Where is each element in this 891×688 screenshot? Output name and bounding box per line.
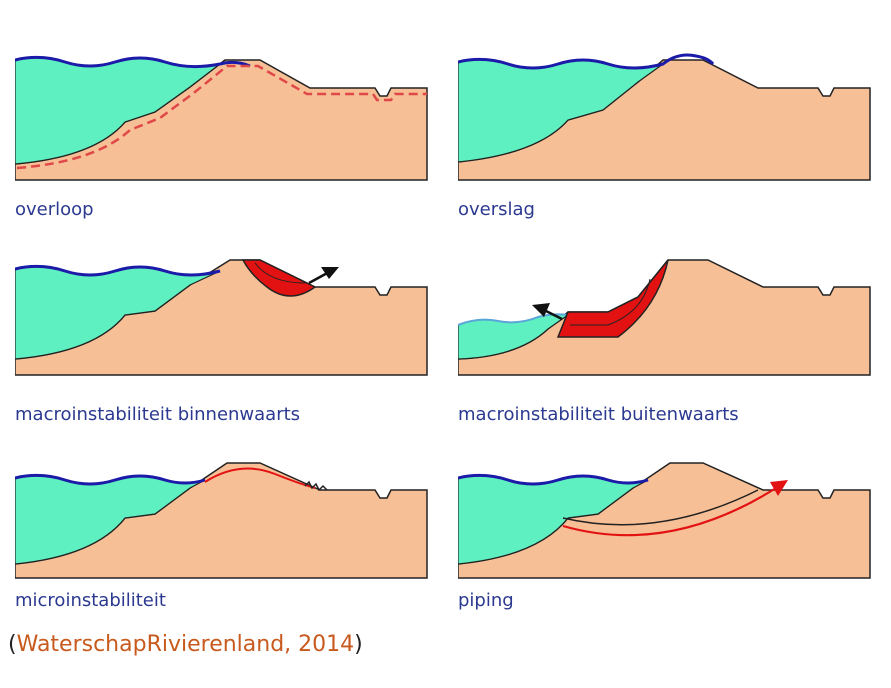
panel-macro-buiten: macroinstabiliteit buitenwaarts <box>458 257 876 447</box>
caption-macro-buiten: macroinstabiliteit buitenwaarts <box>458 404 739 425</box>
panel-overloop: overloop <box>15 52 433 242</box>
soil-body <box>458 259 871 376</box>
overslag-diagram <box>458 53 871 181</box>
wave-line <box>15 55 251 69</box>
arrowhead <box>321 267 339 279</box>
panel-piping: piping <box>458 460 876 650</box>
arrowhead <box>770 480 788 496</box>
micro-diagram <box>15 462 428 579</box>
caption-micro: microinstabiliteit <box>15 590 166 611</box>
dashed-line <box>16 64 427 170</box>
caption-macro-binnen: macroinstabiliteit binnenwaarts <box>15 404 301 425</box>
slip-inner-line <box>254 262 306 284</box>
caption-overloop: overloop <box>15 199 94 220</box>
wave-line <box>458 53 715 70</box>
macro-binnen-diagram <box>15 259 428 376</box>
erosion-marks <box>304 480 328 492</box>
overloop-diagram <box>15 55 428 181</box>
wave-line <box>15 264 221 277</box>
panel-overslag: overslag <box>458 52 876 242</box>
pipe-outline <box>562 489 759 526</box>
slip-inner-line <box>570 278 651 326</box>
citation: (WaterschapRivierenland, 2014) <box>8 632 363 657</box>
citation-close-paren: ) <box>354 632 363 657</box>
citation-open-paren: ( <box>8 632 17 657</box>
wave-line <box>458 473 649 486</box>
piping-diagram <box>458 462 871 579</box>
pipe-flow-line <box>562 487 777 537</box>
citation-link[interactable]: WaterschapRivierenland, 2014 <box>16 632 355 657</box>
caption-overslag: overslag <box>458 199 535 220</box>
macro-buiten-diagram <box>458 259 871 376</box>
caption-piping: piping <box>458 590 514 611</box>
slip-wedge <box>556 259 669 338</box>
panel-micro: microinstabiliteit <box>15 460 433 650</box>
panel-macro-binnen: macroinstabiliteit binnenwaarts <box>15 257 433 447</box>
wave-line <box>15 473 206 486</box>
arrowhead <box>532 303 550 317</box>
seepage-line <box>204 467 316 489</box>
